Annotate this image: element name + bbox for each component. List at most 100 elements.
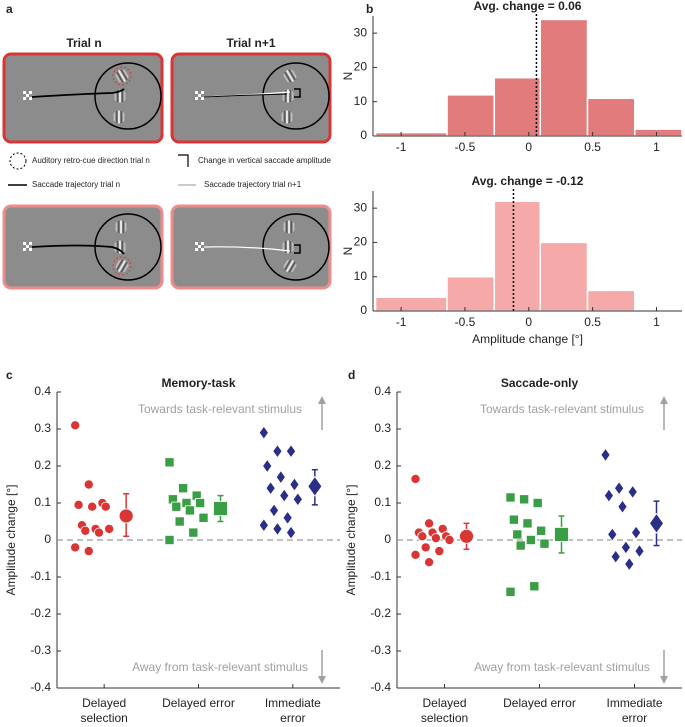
y-tick-label: -0.4 [370, 680, 391, 694]
y-tick-label: 0.1 [374, 495, 391, 509]
y-tick-label: 0.2 [34, 458, 51, 472]
data-point [617, 499, 628, 514]
data-point [614, 481, 625, 496]
data-point [519, 494, 530, 505]
arrow-head [318, 396, 326, 404]
data-point [285, 525, 297, 540]
x-tick-label: 0.5 [584, 315, 601, 329]
trial-box [2, 52, 164, 144]
bar [446, 94, 496, 137]
legend-text: Saccade trajectory trial n [32, 180, 120, 189]
data-point [198, 512, 209, 523]
data-point [292, 492, 303, 507]
annotation: Away from task-relevant stimulus [132, 660, 308, 674]
x-tick-label: 0 [525, 140, 532, 154]
data-point [73, 499, 84, 510]
data-point [508, 514, 519, 525]
data-point [444, 535, 455, 546]
bar [374, 131, 448, 137]
diagram-title: Trial n [66, 36, 101, 50]
x-tick-label: Delayed error [162, 696, 235, 710]
y-tick-label: 0.3 [374, 421, 391, 435]
data-point [93, 527, 104, 538]
data-point [272, 444, 283, 459]
annotation: Towards task-relevant stimulus [480, 402, 644, 416]
data-point [258, 518, 269, 533]
arrow-head [318, 676, 326, 684]
y-axis-label: Amplitude change [°] [344, 485, 358, 596]
data-point [83, 479, 94, 490]
data-point [417, 531, 428, 542]
bar [493, 200, 542, 312]
arrow-head [660, 396, 668, 404]
data-point [603, 488, 614, 503]
data-point [262, 458, 273, 474]
y-tick-label: -0.3 [30, 643, 51, 657]
data-point [174, 516, 185, 527]
data-point [83, 546, 94, 557]
bar [493, 76, 542, 137]
mean-marker [213, 501, 228, 516]
bar [539, 18, 589, 137]
data-point [620, 540, 631, 555]
data-point [522, 518, 533, 529]
data-point [505, 586, 516, 597]
data-point [430, 533, 441, 544]
data-point [100, 501, 111, 512]
data-point [424, 557, 435, 568]
y-tick-label: 30 [354, 200, 368, 214]
data-point [627, 484, 638, 500]
y-axis-label: Amplitude change [°] [4, 485, 18, 596]
x-tick-label: -1 [396, 315, 407, 329]
data-point [536, 525, 547, 536]
y-tick-label: 0.1 [34, 495, 51, 509]
data-point [289, 477, 300, 492]
y-tick-label: -0.4 [30, 680, 51, 694]
y-tick-label: 0 [360, 303, 367, 317]
x-tick-label: 0 [525, 315, 532, 329]
bar [374, 296, 448, 312]
data-point [268, 503, 280, 518]
data-point [285, 444, 297, 459]
data-point [539, 538, 550, 549]
annotation: Towards task-relevant stimulus [138, 402, 302, 416]
data-point [171, 501, 182, 512]
y-tick-label: 10 [354, 269, 368, 283]
data-point [184, 505, 195, 516]
x-tick-label: 0.5 [584, 140, 601, 154]
x-tick-label: Immediate error [264, 696, 321, 725]
y-tick-label: -0.2 [370, 606, 391, 620]
data-point [505, 492, 516, 503]
bar [539, 241, 589, 312]
bar [586, 97, 636, 137]
trial-box [170, 204, 332, 290]
x-tick-label: 1 [653, 140, 660, 154]
mean-marker [649, 512, 664, 534]
chart-title: Avg. change = 0.06 [474, 0, 582, 13]
data-point [434, 546, 445, 557]
bar [634, 128, 683, 137]
y-tick-label: 0.4 [374, 384, 391, 398]
diagram-legend [8, 152, 196, 186]
mean-marker [307, 475, 323, 497]
mean-marker [459, 528, 474, 544]
legend-text: Saccade trajectory trial n+1 [204, 180, 302, 189]
data-point [634, 543, 645, 559]
bar [586, 289, 636, 312]
data-point [258, 425, 269, 440]
data-point [624, 556, 635, 572]
y-tick-label: 0 [44, 532, 51, 546]
y-tick-label: 20 [354, 60, 368, 74]
data-point [631, 525, 642, 540]
data-point [164, 535, 175, 546]
x-tick-label: Delayed selection [420, 696, 469, 725]
data-point [525, 535, 536, 546]
data-point [279, 488, 290, 503]
data-point [515, 540, 526, 551]
panel-label: b [366, 2, 373, 16]
y-tick-label: 10 [354, 94, 368, 108]
y-tick-label: 0.3 [34, 421, 51, 435]
data-point [195, 497, 206, 508]
data-point [70, 420, 81, 431]
